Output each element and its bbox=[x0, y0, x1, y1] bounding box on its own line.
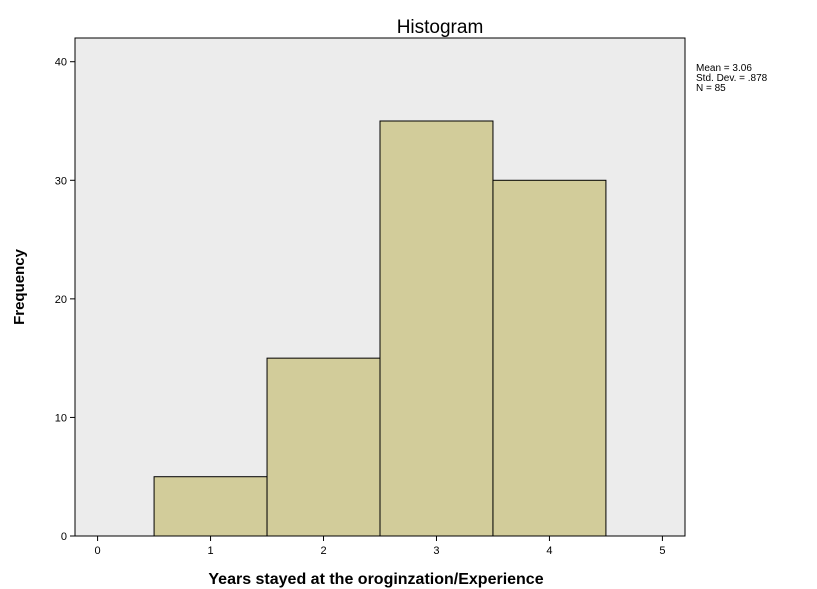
summary-statistics: Mean = 3.06 Std. Dev. = .878 N = 85 bbox=[696, 64, 767, 94]
y-tick-label: 20 bbox=[55, 294, 67, 306]
y-tick-label: 40 bbox=[55, 57, 67, 69]
x-tick-label: 2 bbox=[320, 545, 326, 557]
histogram-bar bbox=[153, 476, 268, 537]
x-tick-label: 0 bbox=[95, 545, 101, 557]
y-tick-label: 10 bbox=[55, 412, 67, 424]
x-tick-label: 3 bbox=[433, 545, 439, 557]
stat-std-dev: Std. Dev. = .878 bbox=[696, 73, 768, 84]
x-axis-label: Years stayed at the oroginzation/Experie… bbox=[208, 571, 543, 588]
chart-title: Histogram bbox=[397, 17, 484, 38]
histogram-bar bbox=[492, 179, 607, 537]
stat-n: N = 85 bbox=[696, 83, 726, 94]
bars-group bbox=[153, 120, 607, 537]
y-tick-label: 30 bbox=[55, 175, 67, 187]
histogram-bar bbox=[379, 120, 494, 537]
x-tick-label: 5 bbox=[659, 545, 665, 557]
x-tick-label: 1 bbox=[207, 545, 213, 557]
histogram-bar bbox=[266, 357, 381, 537]
y-axis-label: Frequency bbox=[11, 248, 28, 325]
y-axis: 0 10 20 30 40 bbox=[55, 57, 75, 543]
x-axis: 0 1 2 3 4 5 bbox=[95, 536, 665, 557]
y-tick-label: 0 bbox=[61, 531, 67, 543]
stat-mean: Mean = 3.06 bbox=[696, 63, 752, 74]
x-tick-label: 4 bbox=[546, 545, 552, 557]
